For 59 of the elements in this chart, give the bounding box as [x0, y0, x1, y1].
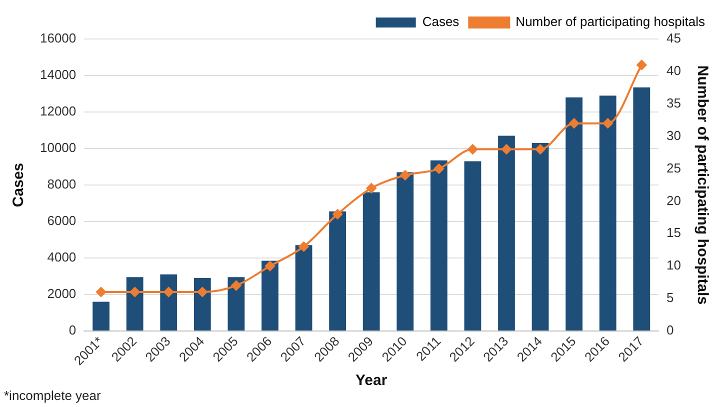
y-tick-label: 14000	[40, 67, 76, 82]
point	[96, 287, 106, 298]
bar	[566, 97, 583, 330]
point	[298, 242, 309, 252]
point	[434, 164, 444, 174]
y-tick-label: 12000	[40, 104, 76, 119]
bar	[599, 96, 616, 330]
legend-label: Cases	[422, 14, 460, 30]
point	[366, 183, 376, 194]
bar	[92, 302, 110, 330]
bar	[498, 136, 515, 330]
legend-label: Number of participating hospitals	[516, 14, 706, 30]
point	[569, 118, 580, 128]
y-tick-label: 6000	[47, 213, 76, 228]
y2-axis-title: Number of participating hospitals	[694, 65, 711, 305]
y2-tick-label: 30	[666, 128, 682, 143]
y2-tick-label: 25	[666, 160, 682, 176]
point	[400, 170, 410, 180]
y-tick-label: 10000	[40, 140, 76, 156]
bar	[430, 160, 448, 330]
point	[164, 287, 174, 298]
bar	[295, 245, 312, 330]
bar	[194, 278, 211, 330]
y2-tick-label: 40	[666, 63, 682, 78]
y2-tick-label: 35	[666, 95, 682, 110]
bar	[362, 192, 380, 330]
y2-tick-label: 5	[666, 290, 674, 306]
point	[501, 144, 512, 154]
y-axis-title: Cases	[10, 162, 28, 208]
bar	[160, 274, 178, 330]
y2-tick-label: 0	[666, 322, 674, 338]
bar	[396, 172, 414, 330]
y-tick-label: 0	[68, 322, 76, 338]
y-tick-label: 4000	[47, 250, 76, 265]
bar	[329, 211, 346, 330]
point	[332, 209, 343, 220]
bar	[464, 161, 482, 330]
point	[535, 144, 546, 154]
bar	[633, 87, 650, 330]
y-tick-label: 16000	[40, 30, 76, 46]
y2-tick-label: 15	[666, 225, 682, 240]
point	[468, 144, 478, 154]
y-tick-label: 8000	[47, 176, 76, 192]
bar	[126, 277, 144, 330]
point	[636, 60, 647, 70]
point	[231, 280, 242, 291]
y2-tick-label: 10	[666, 258, 682, 273]
y-tick-label: 2000	[47, 286, 76, 302]
y2-tick-label: 45	[666, 30, 682, 46]
x-axis-title: Year	[355, 372, 388, 390]
point	[602, 118, 613, 128]
y2-tick-label: 20	[666, 192, 682, 208]
point	[130, 287, 140, 298]
bar	[262, 260, 278, 330]
text: *incomplete year	[4, 388, 101, 403]
point	[264, 261, 275, 272]
point	[197, 287, 208, 298]
bar	[228, 277, 245, 330]
bar	[532, 143, 549, 330]
